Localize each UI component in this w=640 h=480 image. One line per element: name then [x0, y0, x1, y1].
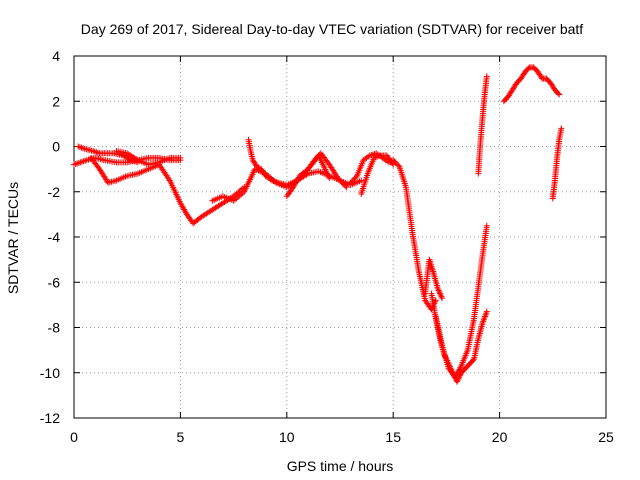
y-tick-labels: -12 -10 -8 -6 -4 -2 0 2 4 — [40, 48, 60, 426]
data-point — [350, 176, 357, 183]
x-tick-labels: 0 5 10 15 20 25 — [70, 429, 614, 445]
data-point — [483, 73, 490, 80]
grid — [74, 56, 606, 418]
chart-title: Day 269 of 2017, Sidereal Day-to-day VTE… — [81, 21, 584, 37]
y-tick-label: 0 — [52, 139, 60, 155]
data-point — [177, 154, 184, 161]
y-axis-label: SDTVAR / TECUs — [5, 182, 21, 294]
x-axis-label: GPS time / hours — [287, 458, 394, 474]
y-tick-label: -4 — [48, 229, 61, 245]
data-point — [352, 174, 359, 181]
data-point — [342, 182, 349, 189]
data-point — [395, 162, 402, 169]
data-point — [432, 297, 439, 304]
data-point — [343, 184, 350, 191]
data-points — [71, 64, 565, 385]
y-tick-label: -10 — [40, 365, 60, 381]
data-point — [93, 149, 100, 156]
data-point — [314, 154, 321, 161]
y-tick-label: 4 — [52, 48, 60, 64]
data-point — [390, 161, 397, 168]
data-point — [312, 155, 319, 162]
x-tick-label: 10 — [279, 429, 295, 445]
data-point — [311, 157, 318, 164]
data-point — [558, 125, 565, 132]
y-tick-label: -8 — [48, 320, 61, 336]
y-tick-label: -6 — [48, 274, 61, 290]
y-tick-label: 2 — [52, 93, 60, 109]
y-tick-label: -12 — [40, 410, 60, 426]
data-point — [483, 308, 490, 315]
data-point — [351, 175, 358, 182]
data-point — [556, 91, 563, 98]
data-point — [439, 295, 446, 302]
y-tick-label: -2 — [48, 184, 61, 200]
data-point — [326, 175, 333, 182]
x-tick-label: 20 — [492, 429, 508, 445]
data-point — [358, 177, 365, 184]
data-point — [348, 178, 355, 185]
data-point — [470, 357, 476, 364]
x-tick-label: 5 — [177, 429, 185, 445]
data-point — [483, 222, 490, 229]
x-tick-label: 15 — [385, 429, 401, 445]
data-point — [347, 179, 354, 186]
x-tick-label: 0 — [70, 429, 78, 445]
x-tick-label: 25 — [598, 429, 614, 445]
data-point — [78, 144, 85, 151]
axis-ticks — [73, 55, 607, 419]
data-point — [555, 90, 562, 97]
